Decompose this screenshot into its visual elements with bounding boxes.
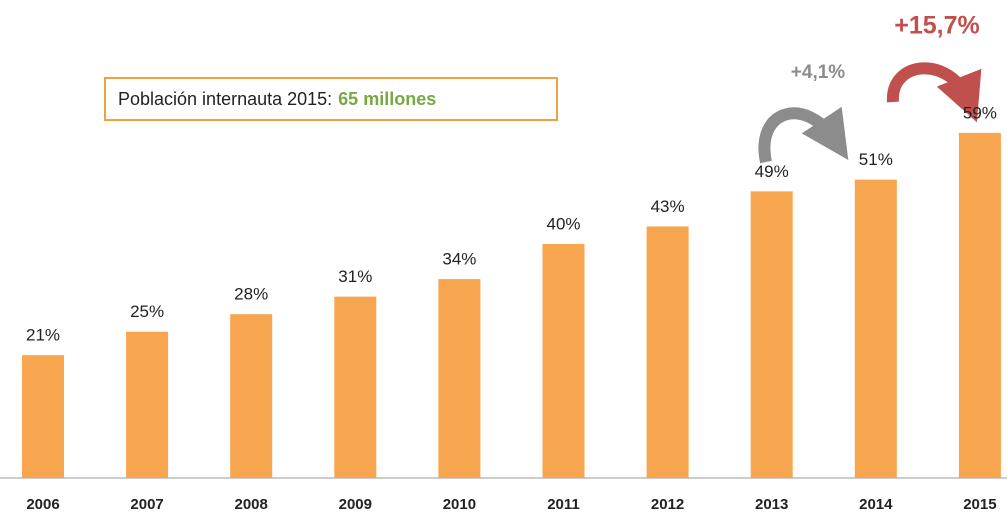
x-tick-label: 2014 [859,496,893,513]
bar [22,355,64,478]
value-label: 28% [234,285,268,304]
annotation-text: Población internauta 2015: 65 millones [118,89,436,109]
arrow-gray [758,106,849,164]
x-tick-label: 2008 [235,496,268,513]
value-label: 49% [755,162,789,181]
bar [334,296,377,478]
bar [750,191,793,478]
x-tick-label: 2015 [963,496,996,513]
x-tick-label: 2012 [651,496,684,513]
value-label: 25% [130,302,164,321]
box-label: Población internauta 2015: [118,89,332,109]
bar [646,226,689,478]
annotation: +15,7% [894,12,980,40]
x-tick-label: 2013 [755,496,788,513]
x-tick-label: 2006 [26,496,59,513]
arrow-red [886,62,982,123]
value-label: 31% [338,267,372,286]
annotation-box [104,77,558,121]
x-tick-label: 2011 [547,496,580,513]
value-label: 21% [26,326,60,345]
x-tick-label: 2007 [130,496,163,513]
annotation: +4,1% [791,62,846,83]
bar [958,132,1001,478]
bar [230,314,273,478]
box-value: 65 millones [338,89,436,109]
value-label: 40% [546,214,580,233]
x-tick-label: 2010 [443,496,476,513]
bar [438,279,481,478]
x-tick-label: 2009 [339,496,372,513]
value-label: 34% [442,250,476,269]
bar [126,331,169,478]
bar [542,244,585,478]
value-label: 59% [963,103,997,122]
bar [854,179,897,478]
value-label: 43% [651,197,685,216]
value-label: 51% [859,150,893,169]
